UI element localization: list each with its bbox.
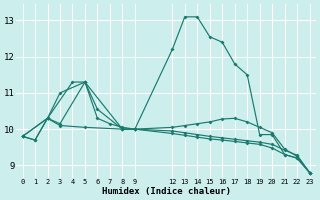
X-axis label: Humidex (Indice chaleur): Humidex (Indice chaleur) xyxy=(101,187,231,196)
